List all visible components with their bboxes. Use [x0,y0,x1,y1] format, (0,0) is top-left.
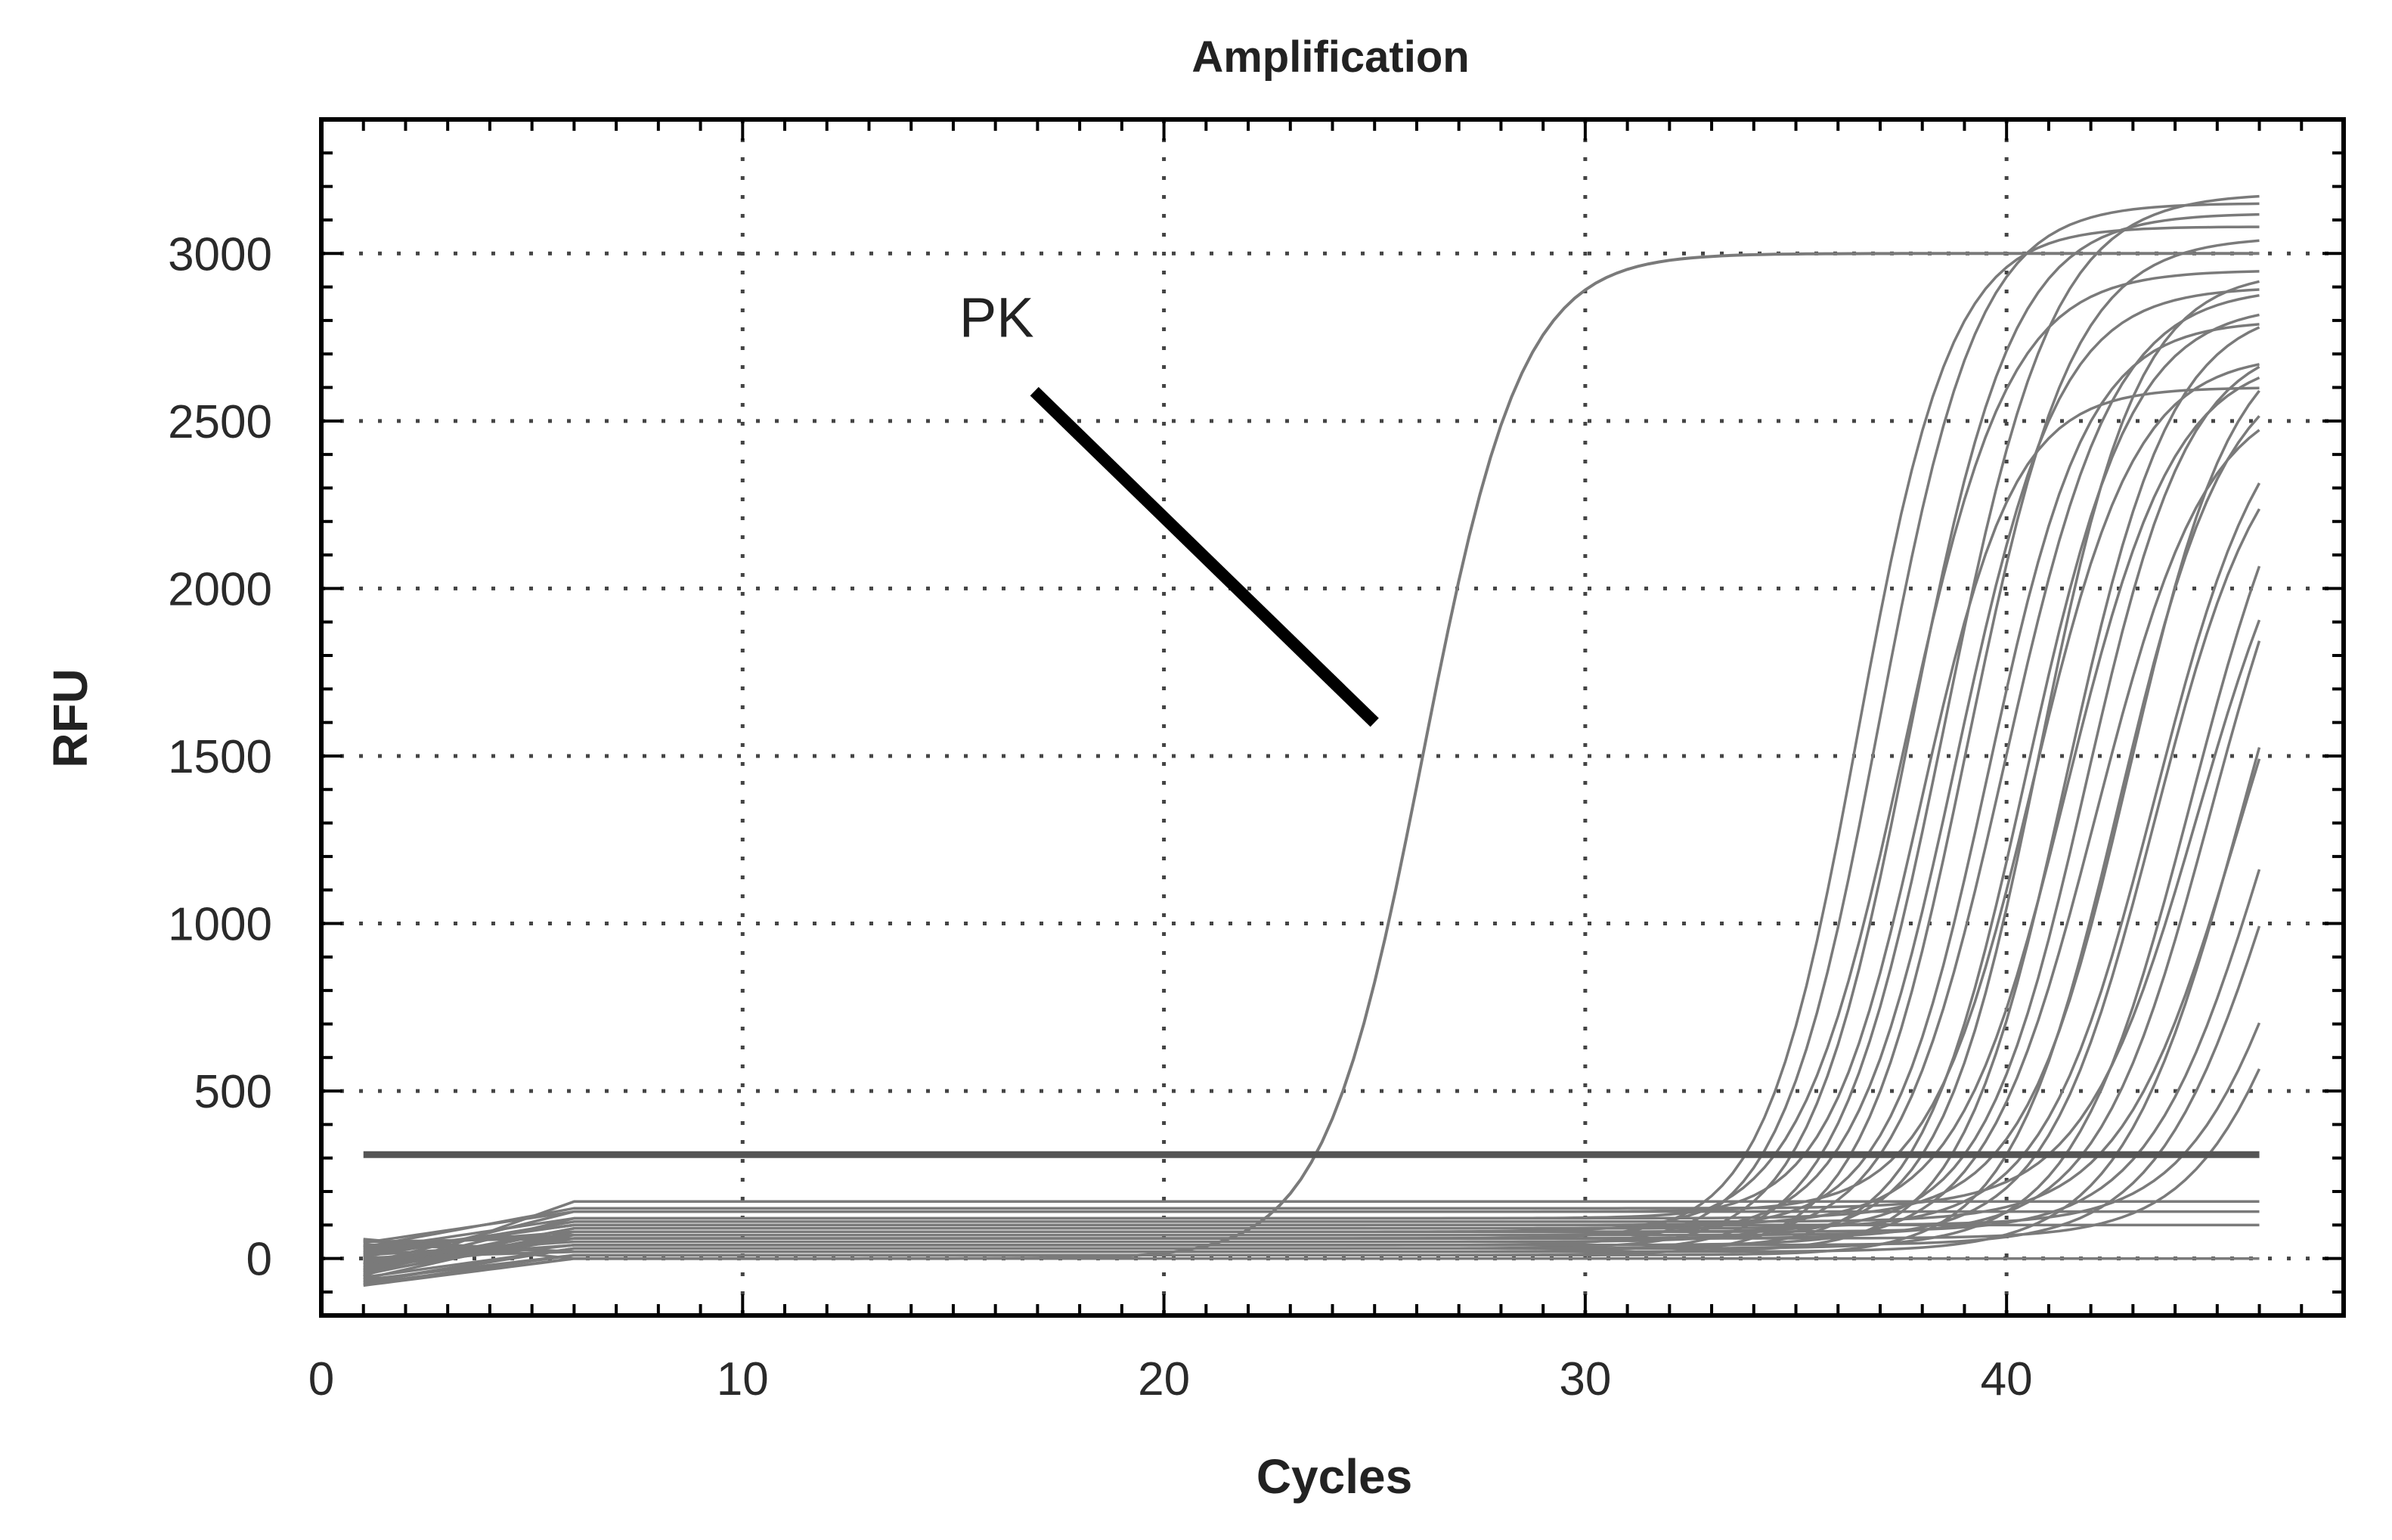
amplification-curve-neg3 [363,1223,2260,1253]
amplification-curve-s25 [363,758,2261,1259]
y-tick-label: 1500 [168,731,272,783]
annotation-layer: PK [959,287,1379,727]
amplification-curve-s27 [363,869,2261,1281]
amplification-curve-s23 [363,565,2261,1283]
y-tick-label: 2500 [168,396,272,448]
amplification-curve-s20 [363,482,2261,1274]
y-tick-label: 500 [194,1066,272,1118]
x-axis-title: Cycles [1256,1449,1412,1504]
amplification-curve-neg2 [363,1210,2260,1266]
amplification-curve-s26 [363,747,2261,1253]
axis-ticks [320,119,2345,1315]
x-tick-label: 30 [1559,1353,1611,1405]
amplification-curve-neg4 [363,1238,2260,1260]
chart-title: Amplification [1191,33,1469,82]
pk-annotation-label: PK [959,287,1034,349]
amplification-curve-s10 [363,293,2260,1256]
amplification-curve-s28 [363,925,2261,1269]
amplification-curve-s22 [363,619,2261,1249]
amplification-curve-s30 [363,1068,2261,1244]
amplification-curves [363,194,2261,1287]
amplification-curve-neg1 [363,1200,2260,1278]
amplification-curve-s18 [363,389,2260,1251]
y-axis-title: RFU [43,668,98,768]
y-tick-label: 3000 [168,228,272,280]
x-tick-label: 20 [1138,1353,1190,1405]
x-tick-label: 10 [717,1353,769,1405]
y-tick-label: 1000 [168,899,272,951]
y-tick-labels: 0 500 1000 1500 2000 2500 3000 [168,228,272,1285]
y-tick-label: 2000 [168,563,272,615]
x-tick-label: 40 [1981,1353,2033,1405]
x-tick-labels: 0 10 20 30 40 [308,1353,2033,1405]
y-tick-label: 0 [246,1234,272,1286]
pk-pointer-line [1030,386,1379,727]
x-tick-label: 0 [308,1353,334,1405]
